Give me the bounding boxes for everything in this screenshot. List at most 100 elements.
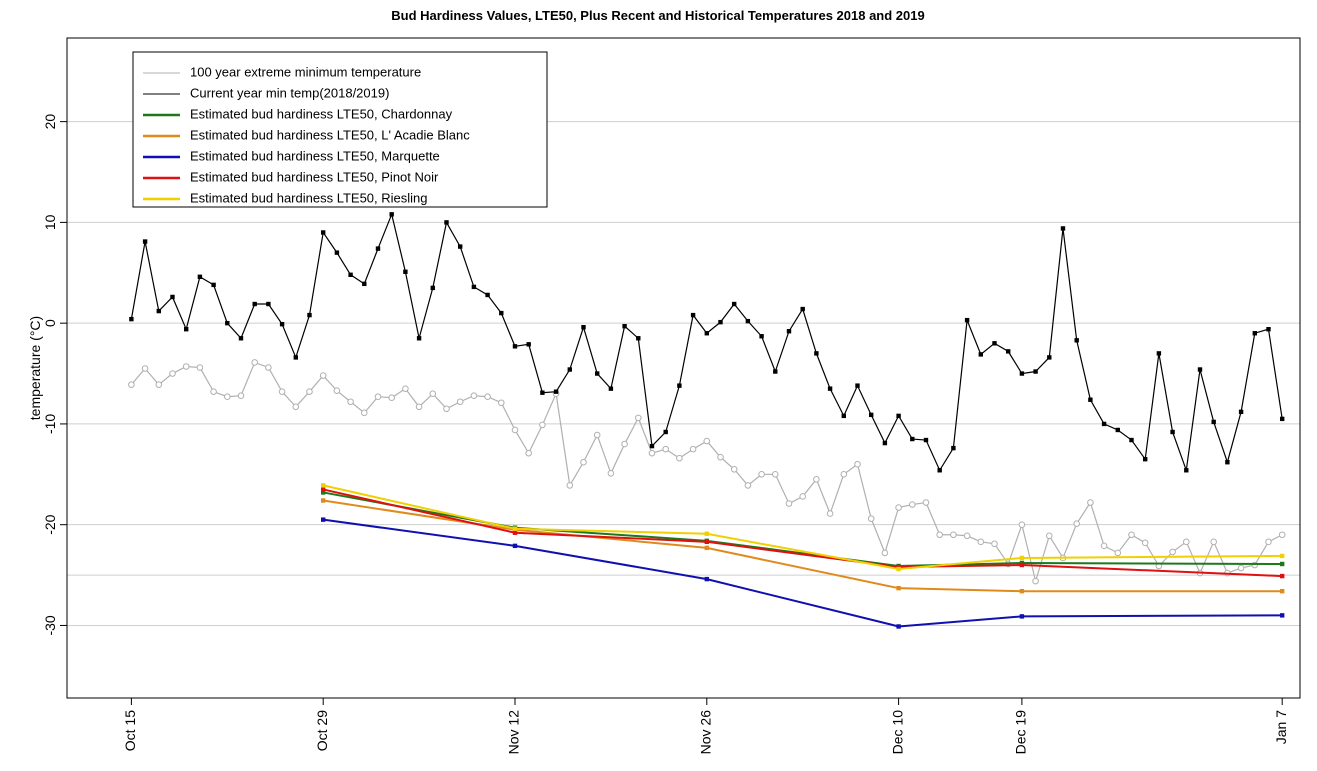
legend-label: Current year min temp(2018/2019) — [190, 85, 389, 100]
point — [922, 499, 930, 506]
point — [430, 285, 435, 291]
point — [278, 388, 286, 395]
point — [307, 312, 312, 318]
point — [526, 342, 531, 347]
point — [1101, 421, 1107, 427]
point — [566, 482, 574, 489]
point — [704, 576, 709, 582]
point — [1265, 538, 1272, 546]
point — [553, 389, 559, 394]
point — [950, 531, 957, 539]
point — [731, 301, 737, 307]
point — [1169, 548, 1176, 556]
point — [1019, 562, 1025, 568]
point — [1238, 409, 1244, 415]
point — [512, 344, 518, 349]
point — [1279, 561, 1285, 567]
point — [170, 294, 175, 300]
point — [908, 501, 916, 508]
point — [936, 531, 943, 539]
point — [649, 443, 655, 449]
point — [333, 387, 341, 394]
legend-label: Estimated bud hardiness LTE50, Pinot Noi… — [190, 169, 439, 184]
point — [1237, 564, 1245, 572]
point — [402, 385, 409, 392]
plot-frame — [66, 37, 1301, 699]
point — [991, 540, 998, 548]
point — [882, 440, 888, 446]
point — [730, 465, 738, 473]
point — [1252, 331, 1257, 336]
point — [443, 405, 450, 413]
point — [923, 437, 929, 443]
point — [1170, 429, 1175, 435]
point — [141, 365, 149, 372]
y-tick-label: -20 — [42, 514, 58, 534]
point — [485, 292, 490, 298]
y-tick-label: -30 — [42, 615, 58, 635]
legend-label: Estimated bud hardiness LTE50, Riesling — [190, 190, 428, 205]
point — [429, 390, 437, 397]
point — [814, 351, 819, 356]
point — [689, 445, 697, 453]
point — [320, 483, 326, 488]
point — [1074, 338, 1079, 343]
point — [1005, 349, 1011, 354]
legend-label: Estimated bud hardiness LTE50, L' Acadie… — [190, 127, 470, 142]
point — [881, 549, 889, 557]
point — [854, 460, 861, 468]
y-tick-label: 20 — [42, 114, 58, 130]
point — [704, 331, 709, 336]
point — [540, 390, 545, 395]
point — [964, 317, 970, 323]
point — [362, 281, 367, 287]
point — [1182, 538, 1190, 546]
point — [128, 381, 135, 388]
point — [279, 321, 285, 327]
y-tick-label: 10 — [42, 214, 58, 230]
y-tick-label: 0 — [42, 319, 58, 327]
point — [992, 341, 997, 346]
point — [471, 284, 477, 290]
point — [1047, 355, 1052, 360]
point — [320, 490, 326, 495]
series-line — [322, 484, 1283, 571]
point — [690, 312, 696, 318]
point — [265, 364, 272, 371]
point — [293, 355, 298, 360]
point — [197, 274, 203, 280]
point — [621, 440, 628, 448]
point — [1060, 226, 1066, 231]
point — [306, 388, 313, 395]
x-tick-label: Dec 19 — [1013, 710, 1029, 755]
point — [636, 336, 641, 341]
point — [1197, 367, 1203, 372]
point — [1019, 371, 1025, 376]
point — [718, 319, 723, 325]
point — [129, 316, 134, 322]
point — [237, 392, 245, 400]
x-tick-label: Oct 29 — [314, 710, 330, 751]
point — [607, 469, 615, 477]
point — [1210, 538, 1217, 546]
point — [855, 383, 860, 388]
point — [799, 493, 806, 500]
point — [512, 526, 518, 531]
point — [813, 476, 820, 483]
series-line — [323, 499, 1283, 593]
point — [320, 498, 326, 503]
point — [416, 336, 422, 341]
point — [238, 336, 244, 341]
x-tick-label: Jan 7 — [1273, 710, 1289, 744]
point — [759, 334, 764, 339]
point — [1087, 499, 1094, 506]
point — [388, 394, 395, 402]
point — [511, 426, 519, 434]
point — [800, 306, 805, 312]
point — [1279, 588, 1285, 594]
point — [183, 327, 189, 332]
point — [704, 539, 709, 545]
x-tick-label: Nov 26 — [697, 710, 713, 755]
point — [444, 220, 449, 225]
